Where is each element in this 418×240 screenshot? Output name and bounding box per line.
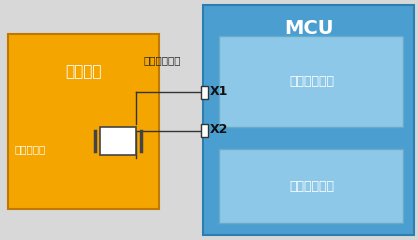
Text: MCU: MCU	[285, 19, 334, 38]
Text: X2: X2	[210, 123, 228, 136]
Text: 外部时钟信号: 外部时钟信号	[143, 55, 181, 65]
Bar	[100, 127, 136, 155]
Bar	[8, 34, 159, 209]
Bar	[201, 86, 208, 99]
Text: 子时钟振荡器: 子时钟振荡器	[289, 180, 334, 192]
Text: X1: X1	[210, 85, 228, 98]
Bar	[203, 5, 414, 235]
Bar	[201, 124, 208, 137]
Text: 振荡电路: 振荡电路	[65, 65, 102, 79]
Bar	[219, 149, 403, 223]
Text: 晶体振荡器: 晶体振荡器	[15, 144, 46, 154]
Bar	[219, 36, 403, 127]
Text: 主时钟振荡器: 主时钟振荡器	[289, 75, 334, 88]
